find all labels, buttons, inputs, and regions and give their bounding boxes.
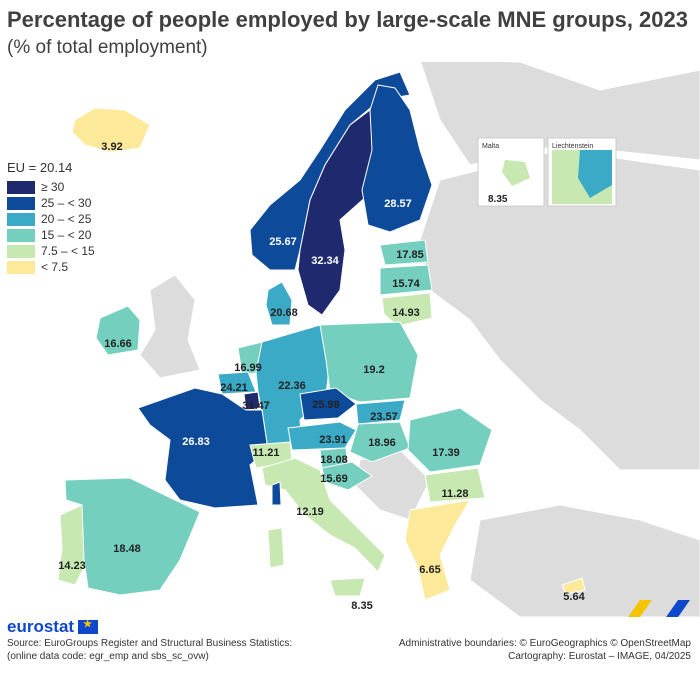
legend-label: 7.5 – < 15 xyxy=(41,244,95,258)
credit-line: Administrative boundaries: © EuroGeograp… xyxy=(398,638,691,649)
label-austria: 23.91 xyxy=(319,434,347,446)
map-legend: EU = 20.14 ≥ 30 25 – < 30 20 – < 25 15 –… xyxy=(7,160,95,275)
country-romania xyxy=(407,407,493,473)
label-portugal: 14.23 xyxy=(58,560,86,572)
country-cyprus xyxy=(561,577,586,595)
legend-label: 15 – < 20 xyxy=(41,228,92,242)
legend-label: 20 – < 25 xyxy=(41,212,92,226)
country-sweden xyxy=(297,109,376,316)
malta-inset: Malta 8.35 xyxy=(477,137,545,207)
eu-flag-icon xyxy=(78,619,99,634)
country-spain xyxy=(64,477,201,596)
country-estonia xyxy=(379,239,429,266)
country-latvia xyxy=(379,264,433,296)
label-lithuania: 14.93 xyxy=(392,307,420,319)
eurostat-logo-text: eurostat xyxy=(7,617,75,636)
liechtenstein-inset-label: Liechtenstein xyxy=(552,143,593,150)
country-sardinia xyxy=(267,527,285,569)
country-france xyxy=(137,387,269,509)
label-italy: 12.19 xyxy=(296,506,324,518)
label-finland: 28.57 xyxy=(384,198,412,210)
label-poland: 19.2 xyxy=(363,364,384,376)
eu-countries xyxy=(57,71,586,601)
legend-row: < 7.5 xyxy=(7,259,95,275)
label-netherlands: 16.99 xyxy=(234,362,262,374)
label-ireland: 16.66 xyxy=(104,338,132,350)
legend-swatch xyxy=(7,244,35,258)
source-line: Source: EuroGroups Register and Structur… xyxy=(7,638,293,649)
map-subtitle: (% of total employment) xyxy=(7,37,208,58)
label-hungary: 18.96 xyxy=(368,437,396,449)
label-czechia: 25.98 xyxy=(312,399,340,411)
country-czechia xyxy=(299,387,357,421)
label-romania: 17.39 xyxy=(432,447,460,459)
liechtenstein-inset: Liechtenstein xyxy=(547,137,617,207)
legend-row: 25 – < 30 xyxy=(7,195,95,211)
label-greece: 6.65 xyxy=(419,564,440,576)
label-belgium: 24.21 xyxy=(220,382,248,394)
country-sicily xyxy=(329,577,366,597)
source-line: (online data code: egr_emp and sbs_sc_ov… xyxy=(7,651,209,662)
label-malta: 8.35 xyxy=(351,600,372,612)
country-italy xyxy=(261,457,386,573)
country-bulgaria xyxy=(424,467,486,503)
credits-note: Administrative boundaries: © EuroGeograp… xyxy=(399,637,691,663)
source-note: Source: EuroGroups Register and Structur… xyxy=(7,637,292,663)
country-slovakia xyxy=(355,399,406,425)
country-croatia xyxy=(321,461,373,491)
legend-swatch xyxy=(7,212,35,226)
legend-row: 7.5 – < 15 xyxy=(7,243,95,259)
legend-swatch xyxy=(7,260,35,274)
label-switzerland: 11.21 xyxy=(253,447,280,459)
label-france: 26.83 xyxy=(182,436,210,448)
legend-label: < 7.5 xyxy=(41,260,69,274)
legend-swatch xyxy=(7,196,35,210)
non-eu-land xyxy=(139,62,700,617)
label-spain: 18.48 xyxy=(113,543,141,555)
label-norway: 25.67 xyxy=(269,236,297,248)
country-ireland xyxy=(95,305,141,356)
malta-inset-label: Malta xyxy=(482,143,499,150)
label-sweden: 32.34 xyxy=(311,255,339,267)
legend-row: 15 – < 20 xyxy=(7,227,95,243)
label-cyprus: 5.64 xyxy=(563,591,585,603)
credit-line: Cartography: Eurostat – IMAGE, 04/2025 xyxy=(508,651,691,662)
label-iceland: 3.92 xyxy=(101,141,122,153)
country-denmark xyxy=(265,281,293,326)
legend-swatch xyxy=(7,180,35,194)
country-lithuania xyxy=(381,292,433,327)
country-hungary xyxy=(349,421,411,463)
legend-label: ≥ 30 xyxy=(41,180,65,194)
label-croatia: 15.69 xyxy=(320,473,348,485)
country-finland xyxy=(361,84,433,233)
label-slovenia: 18.08 xyxy=(320,454,348,466)
label-estonia: 17.85 xyxy=(396,249,424,261)
eurostat-logo: eurostat xyxy=(7,617,99,637)
country-poland xyxy=(319,321,419,403)
label-bulgaria: 11.28 xyxy=(442,488,469,500)
map-title: Percentage of people employed by large-s… xyxy=(7,7,689,32)
decorative-stripes xyxy=(628,600,690,617)
legend-label: 25 – < 30 xyxy=(41,196,92,210)
label-latvia: 15.74 xyxy=(392,278,420,290)
malta-inset-value: 8.35 xyxy=(488,194,508,205)
country-luxembourg xyxy=(243,391,261,411)
value-labels: 3.92 25.67 32.34 28.57 17.85 15.74 14.93… xyxy=(58,141,585,612)
country-corsica xyxy=(271,481,282,506)
europe-map: Malta 8.35 Liechtenstein 3.92 25.67 32.3… xyxy=(57,62,700,617)
legend-swatch xyxy=(7,228,35,242)
country-iceland xyxy=(71,107,151,153)
legend-row: ≥ 30 xyxy=(7,179,95,195)
label-slovakia: 23.57 xyxy=(370,411,398,423)
label-germany: 22.36 xyxy=(278,380,306,392)
label-denmark: 20.68 xyxy=(270,307,298,319)
country-greece xyxy=(404,499,471,601)
legend-row: 20 – < 25 xyxy=(7,211,95,227)
eu-average-label: EU = 20.14 xyxy=(7,160,73,175)
label-luxembourg: 31.47 xyxy=(242,400,270,412)
country-austria xyxy=(287,421,357,451)
